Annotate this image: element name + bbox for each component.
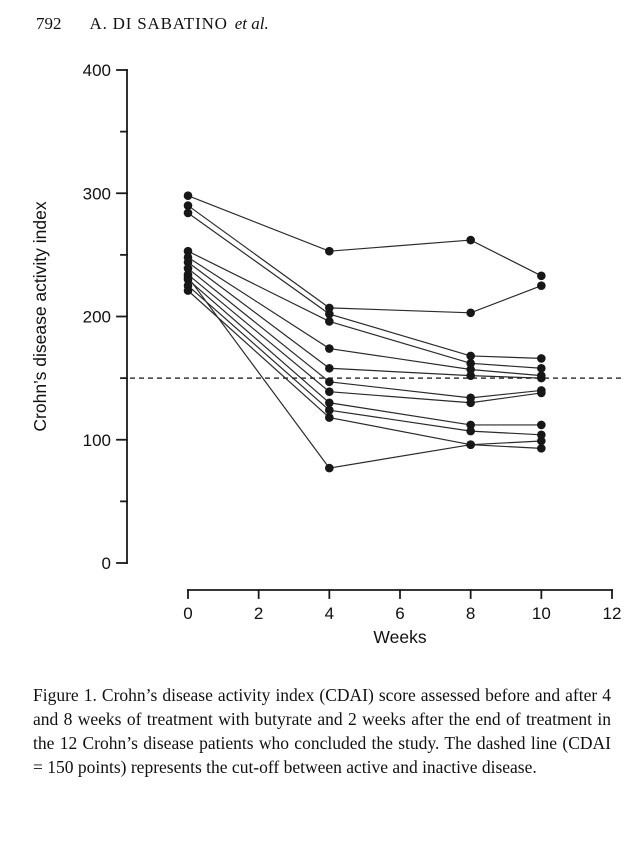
- data-point-patient-8-week-4: [325, 387, 334, 396]
- y-tick-label: 400: [83, 61, 111, 80]
- data-point-patient-12-week-4: [325, 463, 334, 473]
- series-line-patient-2: [187, 205, 542, 314]
- data-point-patient-12-week-8: [466, 440, 475, 449]
- x-tick-label: 10: [532, 604, 551, 623]
- series-line-patient-11: [187, 290, 542, 446]
- data-point-patient-9-week-4: [325, 398, 334, 408]
- x-axis-title: Weeks: [373, 627, 426, 647]
- series-line-patient-6: [187, 261, 542, 379]
- data-point-patient-11-week-4: [325, 413, 334, 422]
- y-axis-title: Crohn’s disease activity index: [30, 201, 50, 431]
- data-point-patient-6-week-8: [466, 371, 475, 380]
- series-line-patient-4: [187, 250, 542, 369]
- data-point-patient-3-week-0: [183, 208, 193, 218]
- data-point-patient-2-week-10: [537, 281, 546, 290]
- cdai-line-chart: 0 100 200 300 400 0 2 4 6 8 10 12 Weeks Crohn’s disea…: [30, 61, 622, 647]
- data-point-patient-12-week-10: [537, 444, 546, 453]
- data-point-patient-9-week-8: [466, 420, 475, 430]
- data-point-patient-4-week-10: [537, 363, 546, 373]
- data-point-patient-2-week-0: [183, 201, 193, 210]
- series-line-patient-12: [187, 276, 542, 469]
- series-line-patient-7: [187, 267, 542, 399]
- data-point-patient-6-week-10: [537, 373, 546, 383]
- data-point-patient-8-week-8: [466, 398, 475, 408]
- x-tick-label: 0: [183, 604, 192, 623]
- figure-caption: Figure 1. Crohn’s disease activity index…: [33, 685, 611, 778]
- data-point-patient-3-week-4: [325, 309, 334, 319]
- data-point-patient-2-week-4: [325, 303, 334, 313]
- data-point-patient-12-week-0: [183, 272, 193, 282]
- data-point-patient-10-week-4: [325, 405, 334, 415]
- data-point-patient-10-week-8: [466, 426, 475, 436]
- series-line-patient-10: [187, 285, 542, 436]
- data-point-patient-1-week-0: [183, 191, 193, 201]
- data-point-patient-3-week-8: [466, 351, 475, 361]
- series-line-patient-8: [187, 274, 542, 404]
- figure-1: 0 100 200 300 400 0 2 4 6 8 10 12 Weeks Crohn’s disea…: [0, 58, 640, 663]
- x-tick-label: 8: [466, 604, 475, 623]
- y-tick-label: 200: [83, 308, 111, 327]
- y-tick-label: 0: [102, 554, 111, 573]
- data-point-patient-1-week-8: [466, 235, 475, 245]
- y-tick-label: 300: [83, 184, 111, 203]
- data-point-patient-3-week-10: [537, 354, 546, 363]
- y-tick-label: 100: [83, 431, 111, 450]
- data-point-patient-8-week-10: [537, 388, 546, 398]
- data-point-patient-4-week-8: [466, 359, 475, 368]
- x-tick-label: 4: [325, 604, 334, 623]
- series-line-patient-5: [187, 256, 542, 377]
- series-line-patient-3: [187, 212, 542, 360]
- data-point-patient-4-week-0: [183, 246, 193, 256]
- data-point-patient-11-week-10: [537, 436, 546, 446]
- data-point-patient-4-week-4: [325, 317, 334, 326]
- series-line-patient-1: [187, 195, 542, 277]
- x-tick-label: 12: [603, 604, 622, 623]
- paper-page: 792 A. DI SABATINO et al. 0 100 200 300 400 0 2 4…: [0, 14, 640, 780]
- data-point-patient-7-week-4: [325, 377, 334, 387]
- data-point-patient-5-week-8: [466, 365, 475, 374]
- data-point-patient-10-week-10: [537, 430, 546, 440]
- running-head-authors: A. DI SABATINO: [89, 14, 228, 33]
- running-head-et-al: et al.: [234, 14, 269, 33]
- data-point-patient-11-week-0: [183, 286, 193, 295]
- page-number: 792: [36, 14, 62, 33]
- x-tick-label: 2: [254, 604, 263, 623]
- data-point-patient-2-week-8: [466, 308, 475, 318]
- data-point-patient-1-week-10: [537, 271, 546, 281]
- data-point-patient-6-week-0: [183, 257, 193, 267]
- data-point-patient-1-week-4: [325, 246, 334, 256]
- data-point-patient-7-week-0: [183, 264, 193, 273]
- data-point-patient-6-week-4: [325, 363, 334, 373]
- x-tick-label: 6: [395, 604, 404, 623]
- series-line-patient-9: [187, 279, 542, 426]
- running-head: 792 A. DI SABATINO et al.: [36, 14, 640, 34]
- data-point-patient-5-week-4: [325, 344, 334, 353]
- data-point-patient-9-week-10: [537, 420, 546, 430]
